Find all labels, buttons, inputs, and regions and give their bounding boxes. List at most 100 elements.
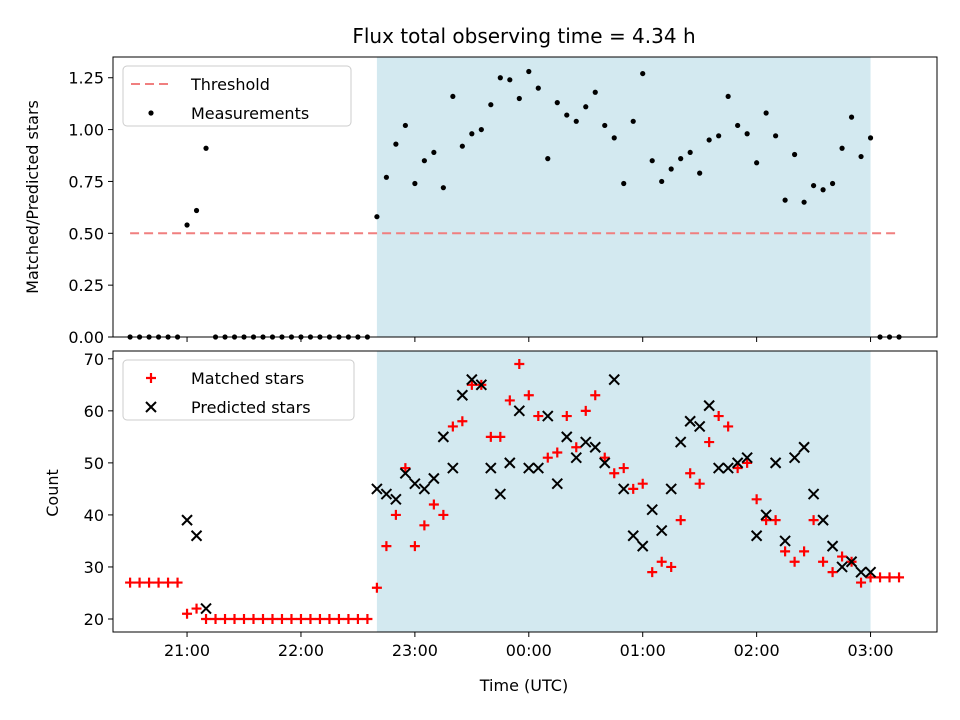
data-point bbox=[305, 613, 316, 624]
data-point bbox=[655, 524, 668, 537]
count-plot-frame bbox=[112, 350, 938, 633]
x-tick-label: 22:00 bbox=[278, 641, 324, 660]
data-point bbox=[203, 145, 209, 151]
data-point bbox=[412, 180, 418, 187]
legend-label: Matched stars bbox=[191, 369, 304, 388]
data-point bbox=[668, 166, 674, 172]
data-point bbox=[798, 441, 810, 453]
data-point bbox=[469, 131, 475, 137]
data-point bbox=[193, 207, 200, 214]
data-point bbox=[741, 451, 753, 464]
data-point bbox=[399, 467, 412, 479]
y-tick-label: 0.75 bbox=[68, 172, 104, 191]
data-point bbox=[855, 566, 867, 578]
data-point bbox=[659, 178, 665, 185]
data-point bbox=[817, 514, 829, 526]
data-point bbox=[573, 118, 579, 124]
data-point bbox=[675, 515, 686, 526]
data-point bbox=[894, 572, 905, 583]
data-point bbox=[248, 613, 259, 624]
data-point bbox=[286, 613, 297, 624]
data-point bbox=[552, 447, 563, 458]
count-panel: 20 30 40 50 60 70 21:00 22:00 23:00 00:00 01:00 02:… bbox=[43, 350, 938, 695]
data-point bbox=[807, 488, 820, 500]
data-point bbox=[609, 468, 620, 479]
data-point bbox=[735, 122, 741, 129]
data-point bbox=[564, 112, 570, 118]
data-point bbox=[134, 577, 145, 588]
data-point bbox=[763, 110, 769, 116]
data-point bbox=[514, 359, 525, 370]
data-point bbox=[182, 608, 193, 619]
data-point bbox=[201, 613, 212, 624]
data-point bbox=[390, 509, 401, 520]
y-tick-label: 1.25 bbox=[68, 69, 104, 88]
data-point bbox=[513, 405, 526, 417]
data-point bbox=[628, 483, 639, 494]
data-point bbox=[533, 411, 544, 422]
ratio-y-axis-label: Matched/Predicted stars bbox=[23, 100, 42, 294]
data-point bbox=[371, 582, 382, 593]
data-point bbox=[190, 530, 203, 542]
data-point bbox=[466, 379, 477, 390]
series-predicted-stars bbox=[181, 373, 877, 615]
data-point bbox=[820, 187, 826, 193]
data-point bbox=[769, 457, 782, 469]
y-tick-label: 1.00 bbox=[68, 121, 104, 140]
data-point bbox=[561, 431, 573, 443]
data-point bbox=[421, 158, 427, 164]
data-point bbox=[485, 462, 497, 474]
data-point bbox=[751, 494, 762, 505]
legend-label: Predicted stars bbox=[191, 398, 311, 417]
data-point bbox=[837, 551, 848, 562]
data-point bbox=[630, 118, 636, 124]
data-point bbox=[374, 214, 380, 220]
x-tick-label: 01:00 bbox=[620, 641, 666, 660]
data-point bbox=[856, 577, 867, 588]
data-point bbox=[447, 421, 458, 432]
data-point bbox=[440, 185, 446, 191]
data-point bbox=[590, 390, 601, 401]
data-point bbox=[656, 556, 667, 567]
data-point bbox=[818, 556, 829, 567]
data-point bbox=[665, 483, 677, 495]
data-point bbox=[504, 457, 516, 469]
data-point bbox=[495, 431, 506, 442]
data-point bbox=[314, 613, 325, 624]
data-point bbox=[570, 451, 582, 464]
data-point bbox=[450, 93, 456, 100]
data-point bbox=[535, 85, 541, 91]
data-point bbox=[732, 463, 743, 474]
data-point bbox=[744, 131, 750, 137]
legend-box bbox=[122, 359, 355, 421]
chart-title: Flux total observing time = 4.34 h bbox=[352, 24, 695, 48]
data-point bbox=[731, 457, 744, 469]
data-point bbox=[184, 222, 190, 228]
data-point bbox=[507, 77, 513, 83]
data-point bbox=[706, 137, 712, 143]
data-point bbox=[725, 93, 731, 100]
data-point bbox=[773, 133, 779, 139]
y-tick-label: 20 bbox=[84, 610, 104, 629]
data-point bbox=[646, 504, 658, 516]
x-tick-label: 02:00 bbox=[734, 641, 780, 660]
data-point bbox=[210, 613, 221, 624]
data-point bbox=[875, 572, 886, 583]
data-point bbox=[551, 477, 563, 490]
data-point bbox=[390, 493, 402, 506]
data-point bbox=[754, 160, 760, 166]
data-point bbox=[678, 156, 684, 162]
data-point bbox=[713, 411, 724, 422]
data-point bbox=[400, 463, 411, 474]
data-point bbox=[497, 75, 503, 81]
data-point bbox=[380, 488, 393, 500]
data-point bbox=[826, 540, 839, 552]
data-point bbox=[485, 431, 496, 442]
data-point bbox=[618, 483, 630, 495]
data-point bbox=[770, 515, 781, 526]
data-point bbox=[257, 613, 268, 624]
data-point bbox=[685, 468, 696, 479]
data-point bbox=[456, 389, 469, 401]
legend-box bbox=[122, 65, 352, 127]
